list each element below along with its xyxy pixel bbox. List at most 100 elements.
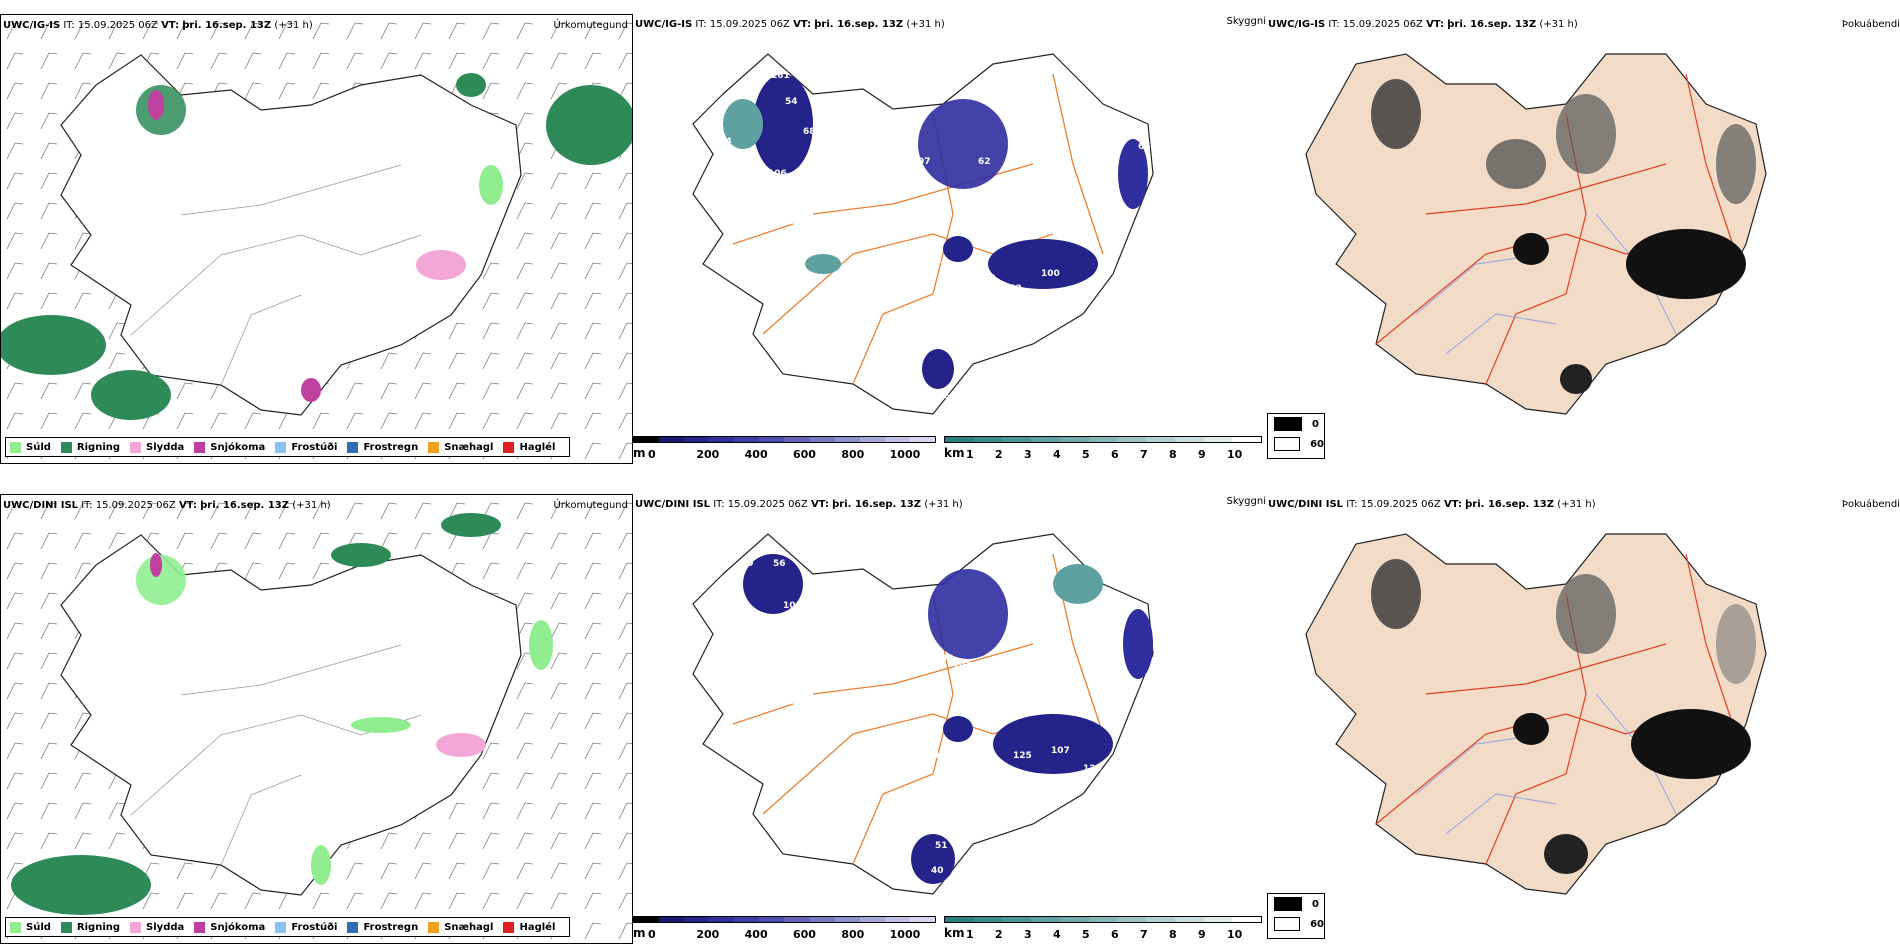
peak-label: 89: [741, 559, 754, 569]
panel-title: Þokuábendi: [1841, 19, 1900, 30]
colorbar-segment: [734, 437, 760, 442]
colorbar-tick: 800: [841, 928, 865, 941]
init-time: 15.09.2025 06Z: [1360, 499, 1441, 510]
peak-label: 93: [941, 654, 954, 664]
colorbar-segment: [659, 437, 685, 442]
colorbar-tick: 4: [1053, 928, 1061, 941]
init-time-label: IT:: [1328, 19, 1340, 30]
iceland-cloud-map: [692, 53, 1154, 415]
peak-label: 86: [908, 726, 921, 736]
colorbar-tick: 8: [1169, 448, 1177, 461]
lead-time: (+31 h): [924, 499, 963, 510]
peak-label: 68: [803, 127, 816, 137]
map-header: UWC/DINI ISL IT: 15.09.2025 06Z VT: þri.…: [3, 500, 331, 512]
fog-legend: 0 60: [1267, 893, 1325, 939]
legend-item: Súld: [10, 921, 51, 933]
visibility-ticks: 1 2 3 4 5 6 7 8 9 10: [966, 928, 1256, 941]
colorbar-tick: 1: [966, 928, 974, 941]
colorbar-segment: [734, 917, 760, 922]
colorbar-tick: 9: [1198, 928, 1206, 941]
fog-map-row2: UWC/DINI ISL IT: 15.09.2025 06Z VT: þri.…: [1266, 494, 1900, 944]
cloud-base-unit: m: [633, 926, 646, 940]
legend-swatch: [194, 441, 206, 453]
legend-swatch: [10, 441, 21, 453]
legend-swatch: [130, 921, 142, 933]
colorbar-segment: [909, 437, 935, 442]
init-time-label: IT:: [1346, 499, 1358, 510]
legend-label: Frostúði: [291, 921, 338, 933]
peak-label: 97: [918, 157, 931, 167]
peak-label: 40: [931, 866, 944, 876]
peak-label: 95: [933, 751, 946, 761]
cloud-base-colorbar-bar: [633, 916, 936, 923]
peak-label: 64: [733, 89, 746, 99]
colorbar-segment: [1031, 437, 1060, 442]
legend-item: Haglél: [503, 921, 555, 933]
legend-label: Frostúði: [291, 441, 338, 453]
valid-time: þri. 16.sep. 13Z: [832, 499, 921, 510]
lead-time: (+31 h): [292, 500, 331, 511]
colorbar-tick: 2: [995, 448, 1003, 461]
map-header: UWC/DINI ISL IT: 15.09.2025 06Z VT: þri.…: [1268, 499, 1596, 511]
legend-swatch: [275, 441, 287, 453]
colorbar-segment: [1117, 437, 1147, 442]
colorbar-segment: [1146, 437, 1175, 442]
colorbar-tick: 600: [792, 928, 816, 941]
legend-label: Snæhagl: [444, 441, 494, 453]
cloud-base-colorbar: [633, 436, 936, 443]
colorbar-segment: [1174, 437, 1204, 442]
legend-label: Rigning: [76, 441, 121, 453]
init-time: 15.09.2025 06Z: [95, 500, 176, 511]
peak-label: 125: [1013, 751, 1032, 761]
legend-label: Slydda: [146, 441, 185, 453]
legend-item: Snæhagl: [428, 921, 493, 933]
colorbar-tick: 0: [648, 928, 656, 941]
colorbar-segment: [859, 437, 885, 442]
map-header: UWC/IG-IS IT: 15.09.2025 06Z VT: þri. 16…: [635, 19, 945, 31]
cloud-base-colorbar: [633, 916, 936, 923]
legend-item: Frostúði: [275, 441, 338, 453]
colorbar-tick: 6: [1111, 928, 1119, 941]
legend-swatch: [60, 441, 72, 453]
colorbar-segment: [1031, 917, 1060, 922]
fog-map-row1: UWC/IG-IS IT: 15.09.2025 06Z VT: þri. 16…: [1266, 14, 1900, 464]
peak-label: 161: [771, 71, 790, 81]
colorbar-tick: 6: [1111, 448, 1119, 461]
map-header: UWC/DINI ISL IT: 15.09.2025 06Z VT: þri.…: [635, 499, 963, 511]
valid-time: þri. 16.sep. 13Z: [814, 19, 904, 30]
colorbar-segment: [759, 437, 785, 442]
colorbar-tick: 7: [1140, 448, 1148, 461]
colorbar-segment: [859, 917, 885, 922]
valid-time: þri. 16.sep. 13Z: [1465, 499, 1554, 510]
precip-type-map-row2: UWC/DINI ISL IT: 15.09.2025 06Z VT: þri.…: [0, 494, 633, 944]
legend-label: Súld: [26, 441, 51, 453]
legend-item: Snjókoma: [194, 921, 265, 933]
colorbar-segment: [784, 437, 810, 442]
colorbar-tick: 5: [1082, 448, 1090, 461]
peak-label: 121: [983, 191, 1002, 201]
colorbar-tick: 400: [744, 448, 768, 461]
legend-item: Súld: [10, 441, 51, 453]
colorbar-segment: [1203, 917, 1233, 922]
panel-title: Þokuábendi: [1841, 499, 1900, 510]
valid-time: þri. 16.sep. 13Z: [200, 500, 289, 511]
model-name: UWC/DINI ISL: [1268, 499, 1344, 510]
peak-label: 105: [943, 279, 962, 289]
valid-time-label: VT:: [1443, 499, 1462, 510]
fog-legend-low: 60: [1274, 434, 1324, 454]
peak-label: 192: [995, 772, 1014, 782]
init-time: 15.09.2025 06Z: [727, 499, 808, 510]
colorbar-segment: [1146, 917, 1175, 922]
fog-legend-low-label: 60: [1310, 438, 1324, 450]
map-header: UWC/IG-IS IT: 15.09.2025 06Z VT: þri. 16…: [3, 20, 313, 32]
peak-label: 56: [773, 559, 786, 569]
colorbar-segment: [1002, 917, 1032, 922]
legend-swatch: [503, 921, 515, 933]
legend-label: Frostregn: [363, 921, 419, 933]
visibility-colorbar-bar: [944, 916, 1262, 923]
colorbar-tick: 200: [696, 448, 720, 461]
panel-title: Úrkomutegund: [553, 20, 628, 31]
colorbar-tick: 4: [1053, 448, 1061, 461]
visibility-ticks: 1 2 3 4 5 6 7 8 9 10: [966, 448, 1256, 461]
colorbar-segment: [834, 437, 860, 442]
